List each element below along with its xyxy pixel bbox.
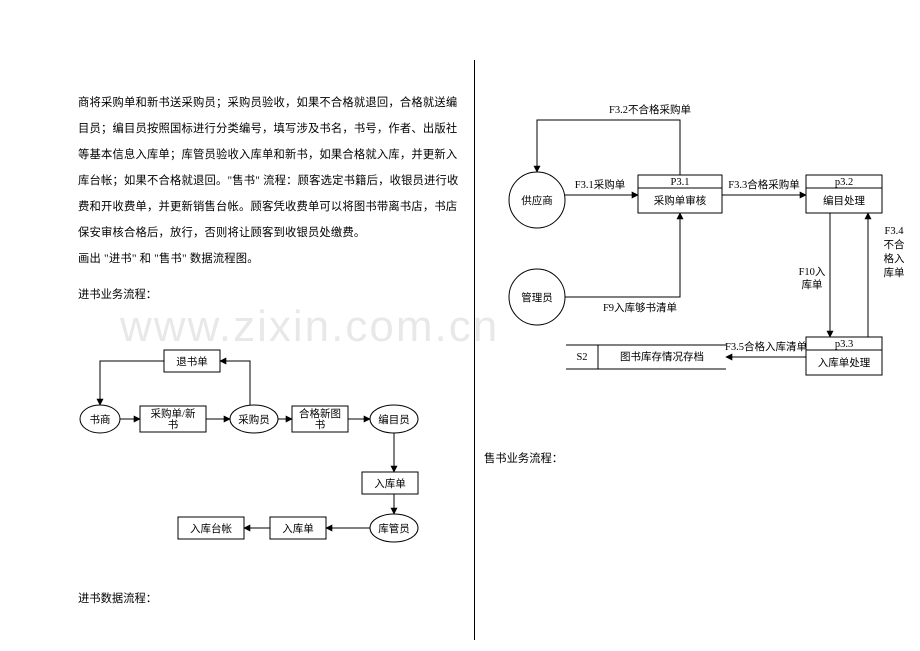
- label-admin: 管理员: [521, 291, 553, 304]
- label-p31: 采购单审核: [654, 194, 707, 207]
- label-f33: F3.3合格采购单: [728, 178, 799, 191]
- subhead-right: 售书业务流程：: [484, 450, 563, 466]
- label-f31: F3.1采购单: [575, 178, 625, 191]
- label-f10-1: F10入: [799, 266, 826, 278]
- label-order-new-2: 书: [168, 419, 179, 431]
- label-p33: 入库单处理: [818, 356, 871, 369]
- label-ledger: 入库台帐: [190, 522, 232, 535]
- label-good-books-2: 书: [315, 419, 326, 431]
- label-f10-2: 库单: [802, 278, 823, 291]
- label-f9: F9入库够书清单: [603, 301, 677, 314]
- edge-f9: [565, 213, 680, 297]
- label-f35: F3.5合格入库清单: [725, 340, 807, 353]
- edge-f32: [537, 120, 680, 175]
- label-f34-1: F3.4: [885, 226, 905, 237]
- label-p32: 编目处理: [823, 194, 865, 207]
- label-p31-code: P3.1: [671, 177, 690, 188]
- label-f34-3: 格入: [884, 252, 905, 265]
- label-s2-code: S2: [576, 352, 587, 363]
- label-supplier: 供应商: [521, 194, 553, 207]
- flowchart-right: 供应商 管理员 P3.1 采购单审核 p3.2 编目处理 p3.3 入库单处理 …: [0, 0, 920, 420]
- page: www.zixin.com.cn 商将采购单和新书送采购员；采购员验收，如果不合…: [0, 0, 920, 651]
- footer-left: 进书数据流程：: [78, 590, 157, 606]
- label-in-slip-2: 入库单: [282, 522, 314, 535]
- label-f34-2: 不合: [884, 238, 905, 251]
- label-keeper: 库管员: [378, 522, 410, 535]
- label-f32: F3.2不合格采购单: [609, 103, 691, 116]
- label-p33-code: p3.3: [835, 339, 853, 350]
- label-f34-4: 库单: [884, 266, 905, 279]
- label-s2: 图书库存情况存档: [620, 350, 704, 363]
- label-in-slip-1: 入库单: [374, 477, 406, 490]
- label-p32-code: p3.2: [835, 177, 853, 188]
